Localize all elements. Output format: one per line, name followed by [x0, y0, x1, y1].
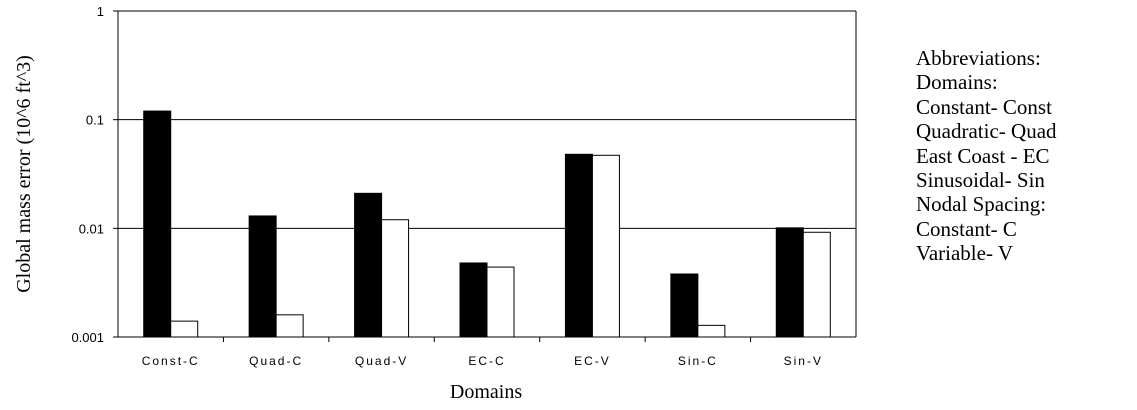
bars [143, 110, 831, 338]
abbreviation-line: Sinusoidal- Sin [916, 168, 1045, 193]
x-tick-label: Sin-V [784, 354, 823, 368]
gridlines [118, 10, 856, 229]
bar [275, 314, 304, 338]
bar [486, 266, 515, 338]
x-tick-label: EC-V [574, 354, 611, 368]
x-tick-label: Quad-C [249, 354, 303, 368]
y-tick-label: 0.1 [86, 113, 104, 128]
x-tick-label: Sin-C [678, 354, 718, 368]
y-axis-title: Global mass error (10^6 ft^3) [13, 55, 35, 293]
bar [248, 215, 277, 338]
bar [670, 273, 699, 338]
x-tick-label: EC-C [468, 354, 505, 368]
abbreviation-line: Quadratic- Quad [916, 119, 1057, 144]
y-tick-labels: 0.001 0.01 0.1 1 [71, 4, 118, 345]
bar [354, 192, 383, 338]
bar [591, 154, 620, 338]
bar [143, 110, 172, 338]
y-tick-label: 1 [97, 4, 104, 19]
bar [564, 153, 593, 338]
x-axis-title: Domains [450, 381, 522, 403]
x-tick-labels: Const-C Quad-C Quad-V EC-C EC-V Sin-C Sin-V [142, 337, 823, 368]
bar [170, 320, 199, 338]
abbreviation-line: Constant- C [916, 216, 1017, 241]
bar [459, 262, 488, 338]
abbreviation-line: Abbreviations: [916, 46, 1041, 70]
bar [381, 219, 410, 338]
abbreviation-line: East Coast - EC [916, 143, 1050, 168]
abbreviations-note: Abbreviations: Domains: Constant- Const Qua… [916, 46, 1057, 266]
y-tick-label: 0.01 [79, 221, 104, 236]
axes [117, 11, 857, 338]
abbreviation-line: Nodal Spacing: [916, 192, 1047, 217]
x-tick-label: Quad-V [355, 354, 408, 368]
bar [697, 324, 726, 338]
x-tick-label: Const-C [142, 354, 200, 368]
abbreviation-line: Constant- Const [916, 94, 1052, 119]
abbreviation-line: Variable- V [916, 241, 1013, 266]
bar [802, 231, 831, 338]
abbreviation-line: Domains: [916, 70, 998, 95]
y-tick-label: 0.001 [71, 330, 104, 345]
bar [775, 227, 804, 338]
